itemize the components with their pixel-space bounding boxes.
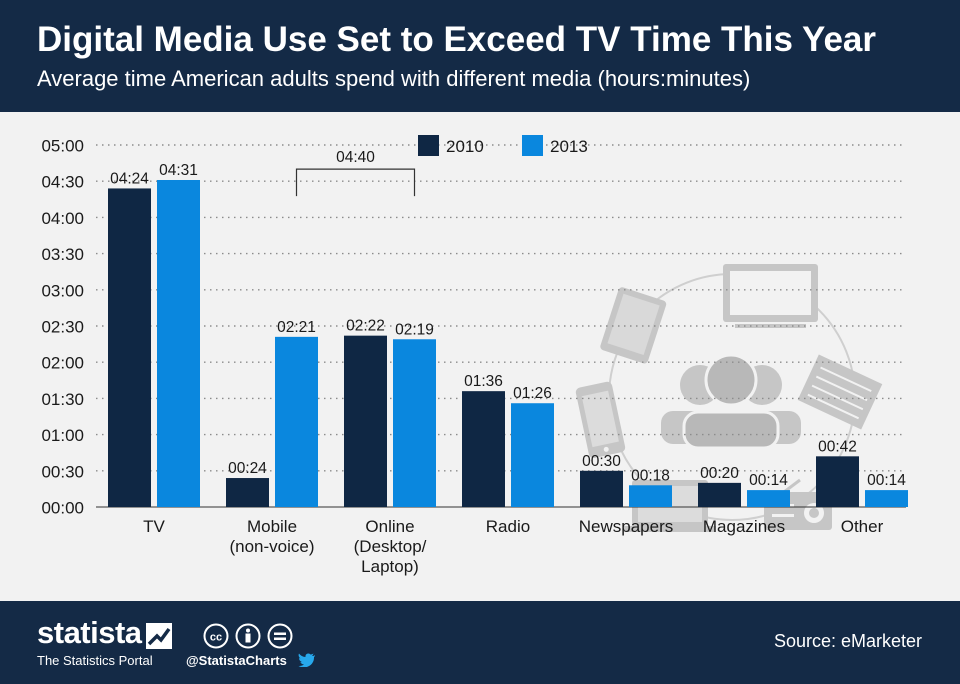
bar-value-label: 02:21 <box>277 319 316 336</box>
bar-2013 <box>747 490 790 507</box>
no-derivatives-icon <box>267 623 293 649</box>
bar-value-label: 00:42 <box>818 438 857 455</box>
bar-2013 <box>511 403 554 507</box>
bar-2010 <box>344 335 387 507</box>
bar-labels: 04:24 04:31 00:24 02:21 02:22 02:19 01:36 01:26… <box>110 162 906 489</box>
y-tick-label: 00:00 <box>41 499 84 518</box>
bar-2010 <box>580 470 623 507</box>
bracket-label: 04:40 <box>336 149 375 166</box>
x-category-label: Online <box>365 517 414 536</box>
x-category-label: Newspapers <box>579 517 674 536</box>
y-tick-label: 05:00 <box>41 137 84 156</box>
x-category-label: Radio <box>486 517 530 536</box>
legend-swatch-2013 <box>522 135 543 156</box>
bar-2010 <box>816 456 859 507</box>
y-tick-label: 04:30 <box>41 173 84 192</box>
bar-chart: 00:00 00:30 01:00 01:30 02:00 02:30 03:00 03:30… <box>41 135 908 576</box>
creative-commons-icons[interactable]: cc <box>203 623 299 649</box>
y-tick-label: 01:30 <box>41 390 84 409</box>
bar-2013 <box>275 336 318 507</box>
bar-value-label: 02:22 <box>346 318 385 335</box>
y-tick-label: 00:30 <box>41 462 84 481</box>
bar-2013 <box>157 179 200 507</box>
legend-label: 2010 <box>446 137 484 156</box>
bar-2013 <box>865 490 908 507</box>
cc-icon: cc <box>203 623 229 649</box>
y-tick-label: 03:30 <box>41 245 84 264</box>
legend: 2010 2013 <box>418 135 588 156</box>
statista-logo[interactable]: statista <box>37 615 142 650</box>
x-category-label: Other <box>841 517 884 536</box>
bar-value-label: 00:30 <box>582 453 621 470</box>
x-category-label: (Desktop/ <box>354 537 427 556</box>
bar-value-label: 02:19 <box>395 321 434 338</box>
bar-value-label: 00:18 <box>631 467 670 484</box>
bar-2013 <box>629 485 672 507</box>
bar-2010 <box>226 478 269 507</box>
bar-2013 <box>393 339 436 507</box>
bar-value-label: 01:26 <box>513 385 552 402</box>
bar-value-label: 00:14 <box>867 472 906 489</box>
bar-value-label: 04:24 <box>110 170 149 187</box>
bar-2010 <box>462 391 505 507</box>
bar-value-label: 00:14 <box>749 472 788 489</box>
bar-value-label: 00:20 <box>700 465 739 482</box>
twitter-bird-icon[interactable] <box>298 653 316 667</box>
footer: statista The Statistics Portal cc @Stati… <box>0 601 960 684</box>
chart-area: 00:00 00:30 01:00 01:30 02:00 02:30 03:00 03:30… <box>0 112 960 602</box>
source-note: Source: eMarketer <box>773 631 922 651</box>
y-tick-label: 01:00 <box>41 426 84 445</box>
y-tick-label: 04:00 <box>41 209 84 228</box>
bars <box>108 179 908 507</box>
chart-subtitle: Average time American adults spend with … <box>37 66 751 91</box>
tv-icon <box>723 264 818 328</box>
chart-title: Digital Media Use Set to Exceed TV Time … <box>37 20 877 59</box>
bracket-line <box>295 168 416 197</box>
statista-logo-icon <box>146 623 172 649</box>
tablet-icon <box>600 287 667 364</box>
newspaper-icon <box>797 354 883 430</box>
x-category-label: Laptop) <box>361 557 419 576</box>
twitter-handle[interactable]: @StatistaCharts <box>186 653 287 668</box>
audience-icon <box>661 353 801 450</box>
x-category-label: Magazines <box>703 517 785 536</box>
attribution-icon <box>235 623 261 649</box>
x-axis: TV Mobile(non-voice) Online(Desktop/Laptop… <box>143 517 883 576</box>
y-tick-label: 02:00 <box>41 354 84 373</box>
x-category-label: Mobile <box>247 517 297 536</box>
legend-swatch-2010 <box>418 135 439 156</box>
x-category-label: (non-voice) <box>229 537 314 556</box>
header-banner: Digital Media Use Set to Exceed TV Time … <box>0 0 960 112</box>
y-tick-label: 02:30 <box>41 318 84 337</box>
x-category-label: TV <box>143 517 165 536</box>
bracket-annotation: 04:40 <box>295 149 416 197</box>
bar-value-label: 04:31 <box>159 162 198 179</box>
y-tick-label: 03:00 <box>41 281 84 300</box>
smartphone-icon <box>575 381 626 459</box>
bar-2010 <box>108 188 151 507</box>
bar-2010 <box>698 482 741 507</box>
statista-tagline: The Statistics Portal <box>37 653 153 668</box>
legend-label: 2013 <box>550 137 588 156</box>
bar-value-label: 00:24 <box>228 460 267 477</box>
bar-value-label: 01:36 <box>464 373 503 390</box>
svg-text:cc: cc <box>210 632 222 644</box>
